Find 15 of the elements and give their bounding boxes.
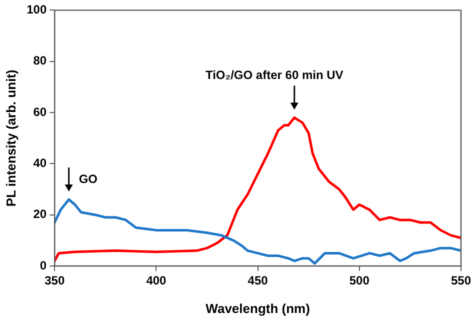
x-tick-label: 500: [349, 274, 370, 288]
y-tick-label: 20: [33, 207, 47, 222]
annotation: GO: [78, 172, 98, 186]
x-tick-label: 350: [44, 274, 65, 288]
x-tick-label: 450: [248, 274, 268, 288]
y-tick-label: 80: [33, 54, 47, 68]
y-tick-label: 0: [40, 258, 47, 272]
y-axis-title: PL intensity (arb. unit): [3, 70, 18, 207]
y-tick-label: 60: [33, 104, 47, 119]
y-tick-label: 100: [26, 2, 47, 17]
x-tick-label: 400: [146, 274, 167, 288]
x-tick-label: 550: [450, 274, 472, 288]
y-tick-label: 40: [33, 156, 47, 170]
annotation: TiO₂/GO after 60 min UV: [205, 68, 344, 82]
x-axis-title: Wavelength (nm): [206, 300, 310, 316]
